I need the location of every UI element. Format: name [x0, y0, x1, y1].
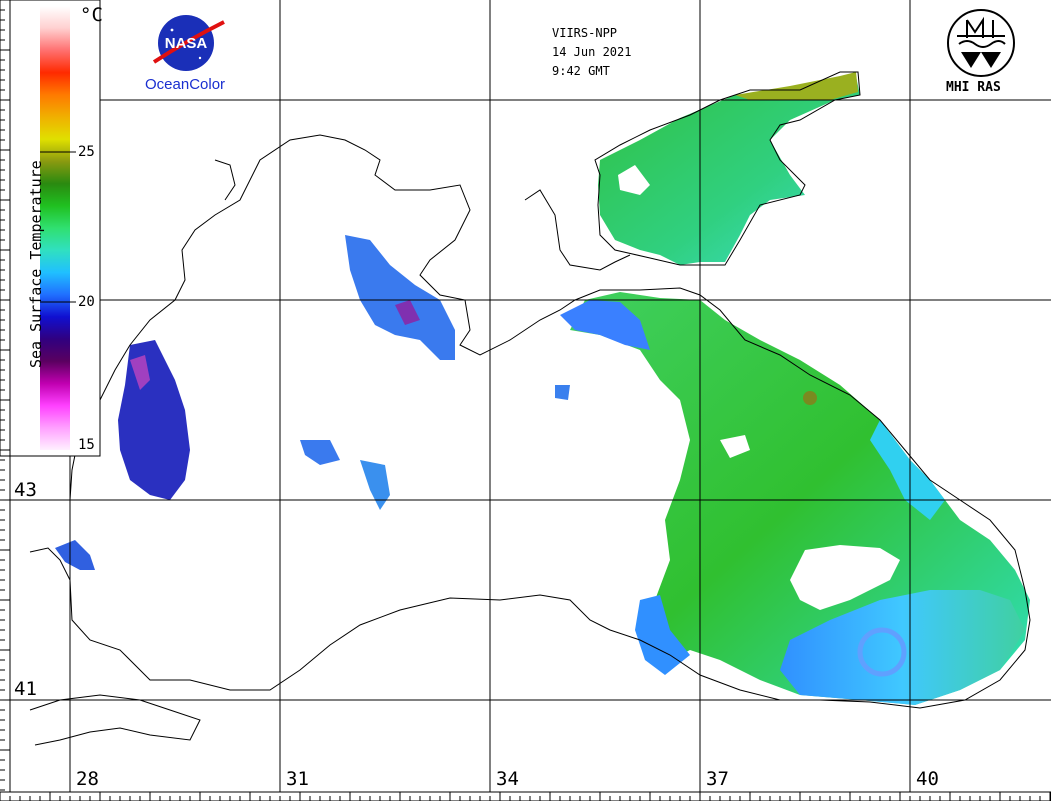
lat-label-41: 41	[14, 678, 37, 700]
satellite-name: VIIRS-NPP	[552, 26, 618, 40]
eddy	[857, 627, 907, 677]
lat-label-43: 43	[14, 479, 37, 501]
lon-label-34: 34	[496, 768, 519, 790]
sst-patch-azov	[598, 72, 860, 265]
colorbar-title: Sea Surface Temperature	[27, 160, 45, 368]
sst-patch-mid2	[360, 460, 390, 510]
nasa-meatball-icon: NASA	[152, 15, 225, 71]
sst-patch-azov-north	[735, 72, 858, 100]
ruler-bottom	[0, 791, 1051, 801]
brown-spot	[803, 391, 817, 405]
sst-data-layer	[55, 72, 1030, 705]
colorbar-tick-25: 25	[78, 144, 95, 160]
sst-patch-bosporus	[55, 540, 95, 570]
sst-patch-isle	[555, 385, 570, 400]
sst-patch-west-coast-violet	[130, 355, 150, 390]
lon-label-40: 40	[916, 768, 939, 790]
lon-label-37: 37	[706, 768, 729, 790]
sst-patch-west-coast	[118, 340, 190, 500]
sst-patch-east-coast	[870, 420, 945, 520]
acquisition-date: 14 Jun 2021	[552, 45, 632, 59]
sst-patch-crimea-violet	[395, 300, 420, 325]
mhi-ras-label: MHI RAS	[946, 80, 1001, 95]
mhi-ras-emblem-icon	[947, 9, 1015, 77]
land-gap-azov	[618, 165, 650, 195]
lon-label-31: 31	[286, 768, 309, 790]
sst-patch-crimea-west	[345, 235, 455, 360]
oceancolor-label: OceanColor	[145, 76, 226, 93]
cloud-gap-east	[790, 545, 900, 610]
colorbar-tick-15: 15	[78, 437, 95, 453]
sst-patch-west-blue	[560, 300, 650, 350]
coastline	[29, 71, 1031, 746]
nasa-logo-text: NASA	[165, 35, 208, 52]
acquisition-time: 9:42 GMT	[552, 64, 610, 78]
lon-label-28: 28	[76, 768, 99, 790]
colorbar	[40, 6, 70, 450]
sst-patch-south-blue	[635, 595, 690, 675]
colorbar-tick-20: 20	[78, 294, 95, 310]
cloud-gap-east-2	[720, 435, 750, 458]
colorbar-frame	[0, 0, 101, 457]
sst-patch-mid	[300, 440, 340, 465]
colorbar-unit: °C	[80, 4, 103, 26]
